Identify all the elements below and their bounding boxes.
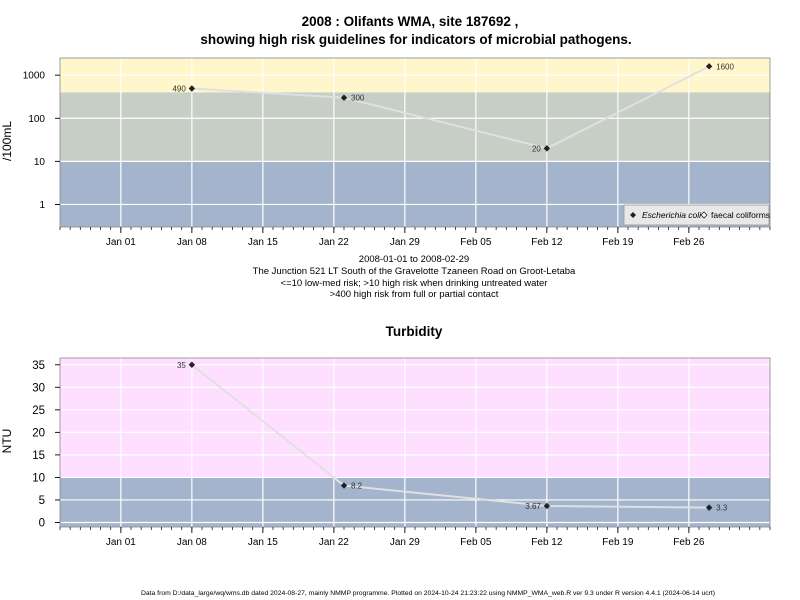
chart-title-line-1: 2008 : Olifants WMA, site 187692 , — [302, 14, 519, 29]
microbial-x-tick-label: Jan 29 — [390, 237, 420, 248]
turbidity-y-tick-label: 15 — [32, 450, 45, 462]
footer-note: Data from D:/data_large/wq/wms.db dated … — [141, 590, 715, 597]
microbial-x-tick-label: Jan 01 — [106, 237, 136, 248]
turbidity-chart-title: Turbidity — [386, 324, 443, 339]
turbidity-x-tick-label: Jan 22 — [319, 537, 349, 548]
turbidity-data-label: 35 — [177, 361, 186, 370]
microbial-x-tick-label: Feb 05 — [460, 237, 492, 248]
microbial-y-tick-label: 10 — [34, 157, 46, 168]
microbial-data-label: 20 — [532, 144, 541, 153]
turbidity-y-axis-label: NTU — [0, 429, 14, 454]
microbial-data-point — [340, 94, 348, 101]
subtitle-date-range: 2008-01-01 to 2008-02-29 — [359, 254, 469, 265]
microbial-x-tick-label: Jan 08 — [177, 237, 207, 248]
subtitle-site-description: The Junction 521 LT South of the Gravelo… — [253, 266, 576, 277]
turbidity-y-tick-label: 5 — [39, 495, 45, 507]
microbial-x-tick-label: Feb 19 — [602, 237, 634, 248]
microbial-y-tick-label: 1000 — [23, 71, 46, 82]
microbial-data-label: 490 — [172, 85, 186, 94]
microbial-y-tick-label: 1 — [39, 200, 45, 211]
microbial-x-tick-label: Feb 26 — [673, 237, 705, 248]
microbial-data-point — [705, 63, 713, 70]
legend-label-faecal-coliforms: faecal coliforms — [711, 210, 770, 220]
turbidity-x-tick-label: Feb 12 — [531, 537, 563, 548]
microbial-chart: Jan 01 Jan 08 Jan 15 Jan 22 Jan 29 Feb 05 Feb … — [23, 57, 771, 248]
turbidity-data-label: 8.2 — [351, 482, 363, 491]
turbidity-band-0 — [60, 477, 770, 527]
microbial-x-tick-label: Jan 22 — [319, 237, 349, 248]
microbial-data-label: 1600 — [716, 62, 734, 71]
microbial-data-label: 300 — [351, 94, 365, 103]
chart-title-line-2: showing high risk guidelines for indicat… — [200, 32, 631, 47]
subtitle-guideline-1: <=10 low-med risk; >10 high risk when dr… — [281, 278, 548, 289]
turbidity-band-1 — [60, 358, 770, 478]
turbidity-data-label: 3.67 — [525, 502, 541, 511]
turbidity-data-point — [188, 361, 196, 368]
turbidity-y-tick-label: 25 — [32, 405, 45, 417]
turbidity-x-tick-label: Feb 26 — [673, 537, 705, 548]
turbidity-x-tick-label: Feb 05 — [460, 537, 492, 548]
turbidity-y-tick-label: 10 — [32, 472, 45, 484]
microbial-series-line — [191, 65, 710, 150]
turbidity-data-point — [705, 504, 713, 511]
turbidity-y-tick-label: 35 — [32, 360, 45, 372]
turbidity-y-tick-label: 20 — [32, 427, 45, 439]
turbidity-x-tick-label: Jan 15 — [248, 537, 278, 548]
turbidity-y-tick-label: 0 — [39, 517, 45, 529]
turbidity-x-tick-label: Jan 08 — [177, 537, 207, 548]
microbial-x-tick-label: Jan 15 — [248, 237, 278, 248]
subtitle: 2008-01-01 to 2008-02-29 The Junction 52… — [253, 254, 576, 300]
subtitle-guideline-2: >400 high risk from full or partial cont… — [330, 289, 499, 300]
turbidity-x-tick-label: Jan 29 — [390, 537, 420, 548]
turbidity-x-tick-label: Jan 01 — [106, 537, 136, 548]
turbidity-series-line — [191, 363, 710, 509]
microbial-data-point — [188, 85, 196, 92]
turbidity-data-point — [543, 502, 551, 510]
turbidity-chart: Jan 01 Jan 08 Jan 15 Jan 22 Jan 29 Feb 05 Feb … — [32, 357, 771, 548]
microbial-band-1 — [60, 92, 770, 162]
turbidity-data-label: 3.3 — [716, 504, 728, 513]
legend-label-e-coli: Escherichia coli — [642, 210, 702, 220]
legend-box — [623, 204, 770, 226]
turbidity-y-tick-label: 30 — [32, 382, 45, 394]
microbial-y-axis-label: /100mL — [0, 121, 14, 161]
microbial-x-tick-label: Feb 12 — [531, 237, 563, 248]
chart-legend: Escherichia coli faecal coliforms — [623, 204, 770, 226]
microbial-data-point — [543, 145, 551, 152]
turbidity-data-point — [340, 482, 348, 489]
legend-marker-e-coli — [630, 212, 636, 218]
microbial-y-tick-label: 100 — [28, 114, 45, 125]
legend-marker-faecal-coliforms — [700, 211, 708, 219]
turbidity-x-tick-label: Feb 19 — [602, 537, 634, 548]
